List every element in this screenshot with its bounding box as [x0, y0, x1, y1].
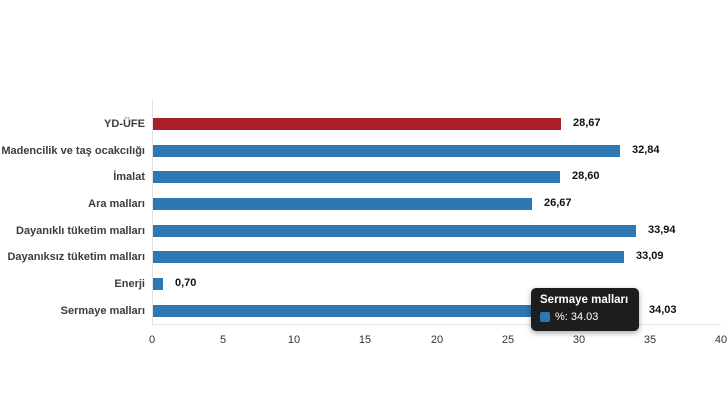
- value-label: 33,09: [636, 250, 664, 262]
- value-label: 34,03: [649, 304, 677, 316]
- category-label: Dayanıksız tüketim malları: [7, 251, 145, 264]
- bar-row: 34,03: [153, 298, 721, 325]
- x-tick-label: 0: [148, 334, 156, 346]
- category-label: Enerji: [114, 277, 145, 290]
- tooltip: Sermaye malları %: 34.03: [531, 288, 640, 331]
- x-tick-label: 10: [287, 334, 301, 346]
- value-label: 33,94: [648, 224, 676, 236]
- category-label: Ara malları: [88, 197, 145, 210]
- x-tick-label: 30: [572, 334, 586, 346]
- category-label: Dayanıklı tüketim malları: [16, 224, 145, 237]
- bar-series[interactable]: [153, 278, 163, 290]
- value-label: 26,67: [544, 197, 572, 209]
- bar-series[interactable]: [153, 305, 637, 317]
- tooltip-series-swatch: [540, 312, 550, 322]
- tooltip-value: %: 34.03: [555, 311, 599, 323]
- bar-row: 32,84: [153, 138, 721, 165]
- value-label: 28,60: [572, 170, 600, 182]
- x-tick-label: 40: [714, 334, 728, 346]
- category-label: İmalat: [113, 171, 145, 184]
- tooltip-value-row: %: 34.03: [540, 311, 628, 323]
- bar-row: 33,09: [153, 244, 721, 271]
- x-tick-label: 20: [430, 334, 444, 346]
- bar-series[interactable]: [153, 198, 532, 210]
- x-tick-label: 35: [643, 334, 657, 346]
- bar-series[interactable]: [153, 225, 636, 237]
- bar-row: 28,67: [153, 111, 721, 138]
- tooltip-title: Sermaye malları: [540, 294, 629, 306]
- category-label: YD-ÜFE: [104, 118, 145, 130]
- category-label: Madencilik ve taş ocakcılığı: [1, 144, 145, 157]
- bar-row: 0,70: [153, 271, 721, 298]
- bar-row: 26,67: [153, 191, 721, 218]
- value-label: 0,70: [175, 277, 197, 289]
- bar-yd-ufe[interactable]: [153, 118, 561, 130]
- x-tick-label: 5: [219, 334, 227, 346]
- bar-series[interactable]: [153, 251, 624, 263]
- category-label: Sermaye malları: [60, 304, 145, 317]
- bar-row: 28,60: [153, 164, 721, 191]
- x-axis: 0 5 10 15 20 25 30 35 40: [149, 334, 727, 354]
- plot-area: 28,67 32,84 28,60 26,67 33,94 33,09 0,70 34,03: [152, 100, 721, 325]
- value-label: 32,84: [632, 144, 660, 156]
- bar-series[interactable]: [153, 145, 620, 157]
- bar-series[interactable]: [153, 171, 560, 183]
- x-tick-label: 25: [501, 334, 515, 346]
- value-label: 28,67: [573, 117, 601, 129]
- x-tick-label: 15: [358, 334, 372, 346]
- bar-row: 33,94: [153, 218, 721, 245]
